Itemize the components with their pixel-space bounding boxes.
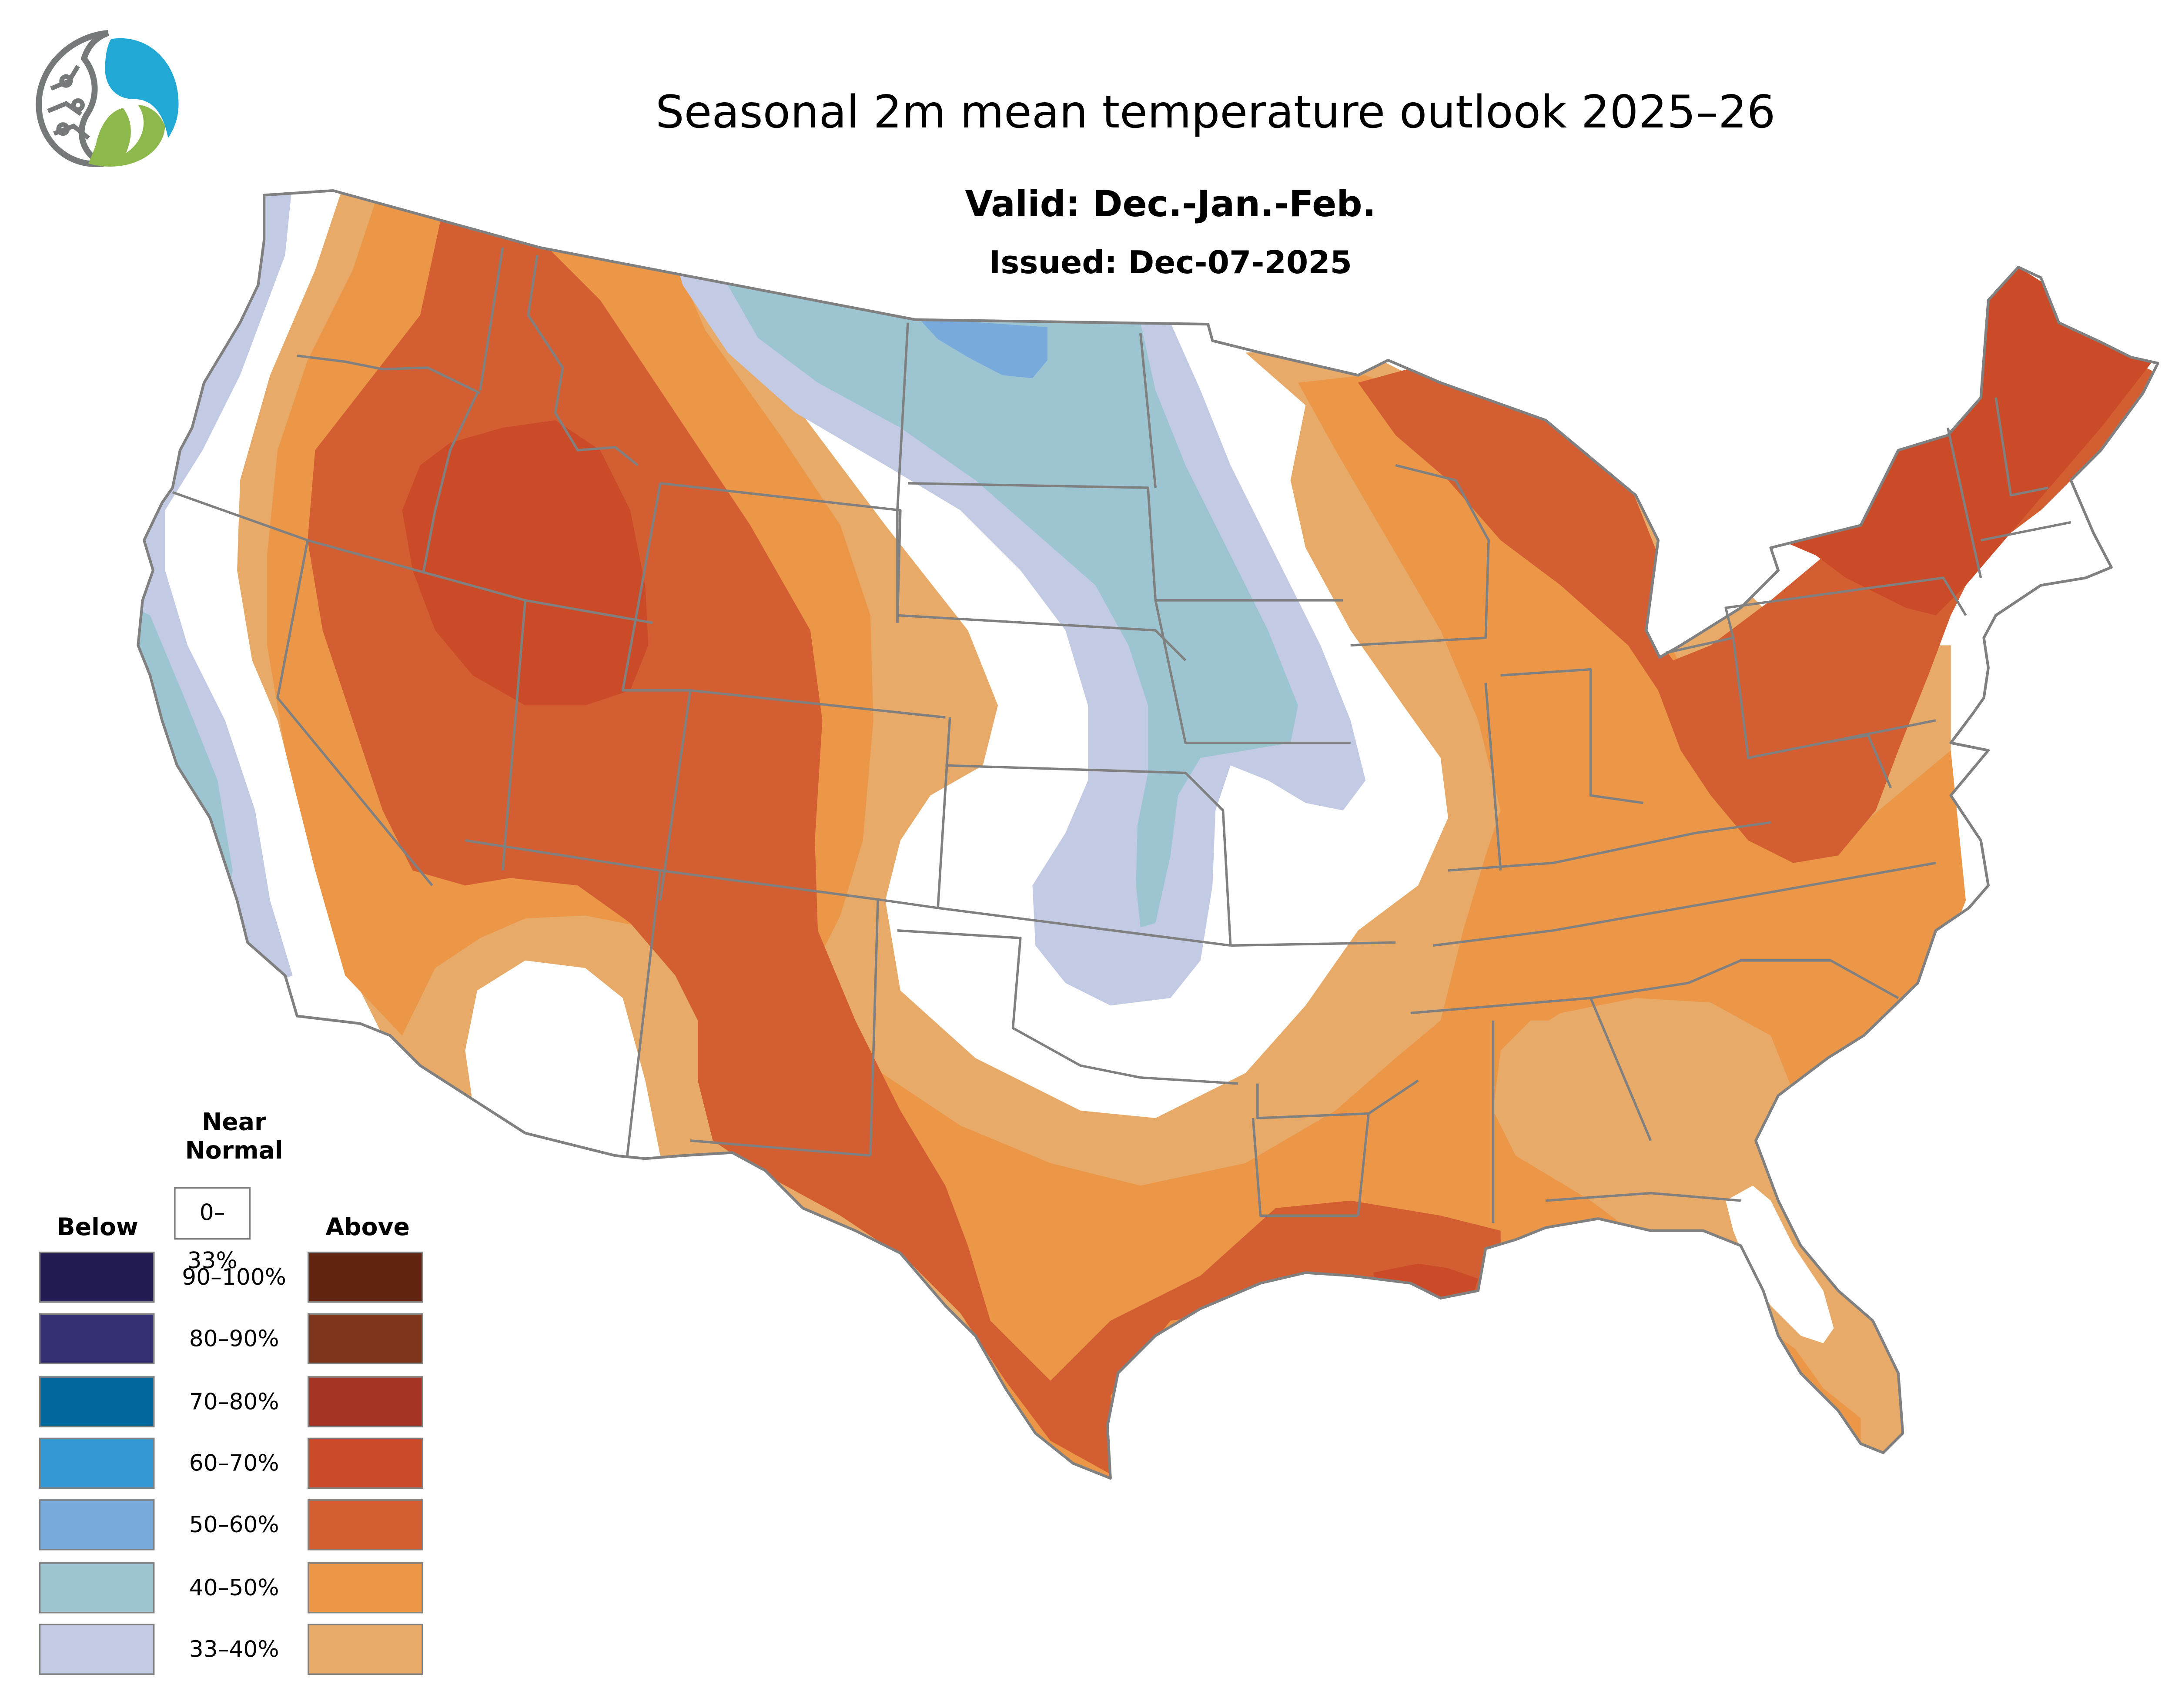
contour-above-60-70-west bbox=[402, 420, 649, 706]
legend-near-normal-heading-line: Normal bbox=[185, 1136, 283, 1165]
legend-near-normal-heading-line: Near bbox=[202, 1107, 267, 1136]
legend-probability-label: 90–100% bbox=[182, 1263, 286, 1291]
legend-above-swatch bbox=[308, 1561, 423, 1613]
legend-below-swatch bbox=[39, 1252, 155, 1303]
contour-above-60-70-northeast bbox=[1763, 267, 2154, 616]
legend-probability-label: 60–70% bbox=[189, 1450, 279, 1477]
legend-above-swatch bbox=[308, 1313, 423, 1365]
legend-near-normal-swatch: 0–33% bbox=[174, 1187, 251, 1274]
issued-date: Issued: Dec-07-2025 bbox=[989, 244, 1352, 281]
legend-below-heading: Below bbox=[57, 1212, 138, 1241]
state-boundaries bbox=[172, 247, 2071, 1223]
legend-probability-label: 40–50% bbox=[189, 1574, 279, 1601]
legend-near-normal-heading: Near Normal bbox=[159, 1108, 309, 1165]
near-normal-region-arizona bbox=[468, 972, 623, 1163]
legend-below-swatch bbox=[39, 1375, 155, 1427]
near-normal-region-florida bbox=[1726, 1186, 1834, 1343]
contour-below-33-40-plains bbox=[660, 210, 1366, 1006]
legend-below-swatch bbox=[39, 1499, 155, 1551]
legend-above-swatch bbox=[308, 1499, 423, 1551]
legend-below-swatch bbox=[39, 1561, 155, 1613]
legend-probability-label: 70–80% bbox=[189, 1387, 279, 1415]
legend-probability-label: 33–40% bbox=[189, 1635, 279, 1663]
organization-logo-icon bbox=[36, 30, 179, 167]
valid-period: Valid: Dec.-Jan.-Feb. bbox=[965, 183, 1376, 225]
legend-above-swatch bbox=[308, 1623, 423, 1675]
legend-above-heading: Above bbox=[325, 1212, 410, 1241]
legend-probability-label: 50–60% bbox=[189, 1511, 279, 1539]
map-title: Seasonal 2m mean temperature outlook 202… bbox=[655, 87, 1776, 140]
circuit-traces bbox=[47, 65, 90, 140]
legend-below-swatch bbox=[39, 1313, 155, 1365]
contour-below-40-50-plains bbox=[705, 210, 1298, 928]
contour-below-50-60-north-dakota bbox=[918, 318, 1047, 378]
legend-above-swatch bbox=[308, 1375, 423, 1427]
water-shape bbox=[105, 38, 179, 138]
legend-above-swatch bbox=[308, 1437, 423, 1489]
legend-above-swatch bbox=[308, 1252, 423, 1303]
legend-probability-label: 80–90% bbox=[189, 1326, 279, 1353]
legend-below-swatch bbox=[39, 1623, 155, 1675]
leaf-shape bbox=[88, 105, 165, 167]
legend-below-swatch bbox=[39, 1437, 155, 1489]
